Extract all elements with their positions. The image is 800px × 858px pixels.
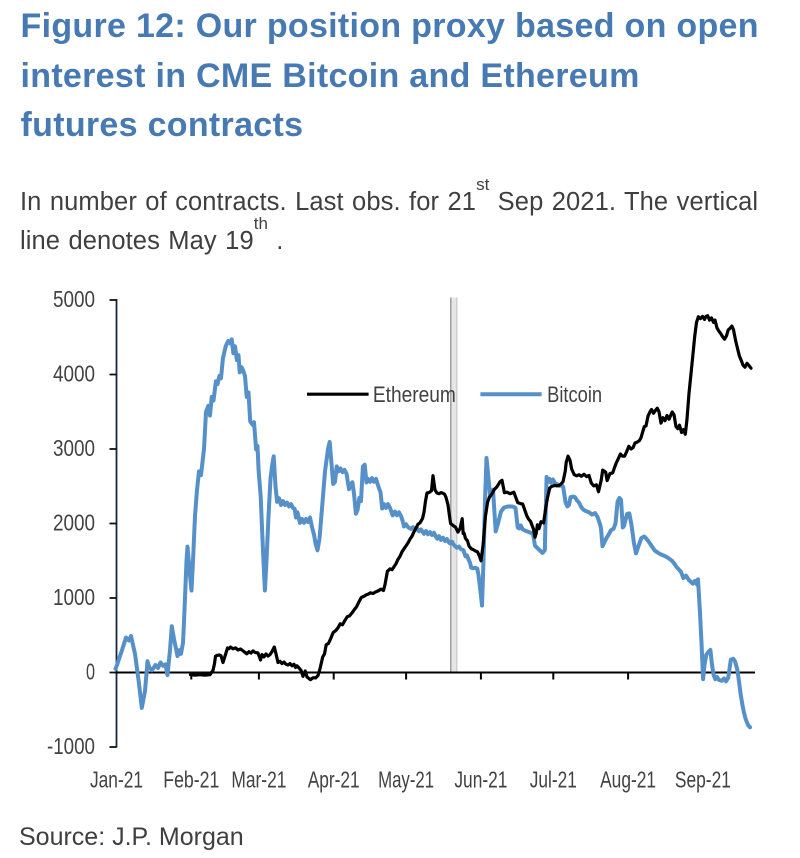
svg-text:Mar-21: Mar-21 — [231, 767, 286, 793]
svg-text:Bitcoin: Bitcoin — [547, 382, 602, 407]
svg-text:4000: 4000 — [53, 361, 95, 387]
svg-text:Jun-21: Jun-21 — [454, 767, 507, 793]
svg-text:-1000: -1000 — [47, 733, 95, 759]
svg-text:1000: 1000 — [53, 584, 95, 610]
svg-text:Ethereum: Ethereum — [373, 382, 456, 407]
svg-text:Feb-21: Feb-21 — [163, 767, 219, 793]
svg-text:2000: 2000 — [53, 510, 95, 536]
svg-text:May-21: May-21 — [378, 767, 434, 793]
svg-text:Aug-21: Aug-21 — [600, 767, 656, 793]
svg-text:0: 0 — [86, 659, 95, 685]
svg-text:Sep-21: Sep-21 — [675, 767, 731, 793]
svg-text:3000: 3000 — [53, 435, 95, 461]
svg-text:5000: 5000 — [53, 286, 95, 312]
svg-text:Apr-21: Apr-21 — [308, 767, 360, 793]
svg-text:Jan-21: Jan-21 — [90, 767, 143, 793]
svg-text:Jul-21: Jul-21 — [530, 767, 577, 793]
